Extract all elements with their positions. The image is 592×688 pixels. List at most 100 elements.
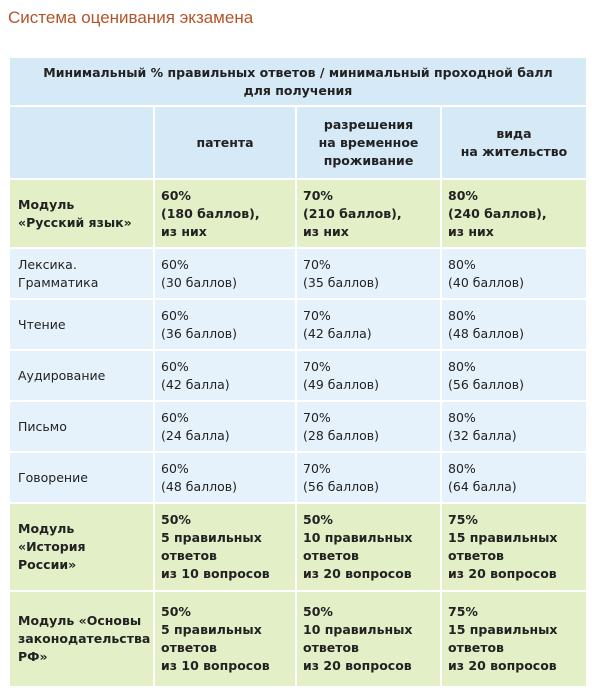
score-cell: 80% (32 балла) — [440, 400, 588, 453]
column-header-line: проживание — [323, 152, 414, 168]
score-cell: 80% (40 баллов) — [440, 247, 588, 300]
score-line: из 20 вопросов — [303, 658, 412, 673]
score-line: 80% — [448, 256, 476, 272]
score-cell: 50% 10 правильных ответов из 20 вопросов — [295, 502, 442, 592]
score-line: (48 баллов) — [448, 325, 524, 341]
score-cell: 60% (42 балла) — [153, 349, 297, 402]
caption-cell: Минимальный % правильных ответов / миним… — [8, 56, 588, 107]
score-line: (35 баллов) — [303, 274, 379, 290]
score-line: 75% — [448, 512, 478, 527]
score-line: 60% — [161, 358, 189, 374]
score-cell: 50% 10 правильных ответов из 20 вопросов — [295, 590, 442, 688]
module-row: Модуль «История России» 50% 5 правильных отв… — [8, 502, 588, 592]
score-line: (49 баллов) — [303, 376, 379, 392]
score-line: из 20 вопросов — [303, 566, 412, 581]
score-cell: 50% 5 правильных ответов из 10 вопросов — [153, 590, 297, 688]
score-line: (48 баллов) — [161, 478, 237, 494]
score-line: (180 баллов), — [161, 205, 260, 221]
score-line: 60% — [161, 187, 191, 203]
score-line: ответов — [161, 640, 217, 655]
column-header-row: патента разрешения на временное проживание в… — [8, 105, 588, 180]
score-line: (210 баллов), — [303, 205, 402, 221]
section-row: Письмо 60% (24 балла) 70% (28 баллов) 80% (32 … — [8, 400, 588, 453]
score-line: 80% — [448, 409, 476, 425]
score-line: 50% — [161, 512, 191, 527]
score-line: из них — [303, 223, 349, 239]
score-line: из 10 вопросов — [161, 566, 270, 581]
row-label-line: «История России» — [18, 539, 86, 572]
section-row: Аудирование 60% (42 балла) 70% (49 баллов) 80… — [8, 349, 588, 402]
row-label-line: Лексика. Грамматика — [18, 256, 99, 290]
score-line: 15 правильных — [448, 530, 558, 545]
score-line: 60% — [161, 256, 189, 272]
score-line: 70% — [303, 187, 333, 203]
row-label-line: РФ» — [18, 649, 48, 664]
row-label-line: Модуль «Основы — [18, 613, 142, 628]
row-label-line: Письмо — [18, 418, 67, 434]
row-label-line: Модуль — [18, 196, 75, 212]
score-cell: 70% (56 баллов) — [295, 451, 442, 504]
score-line: 70% — [303, 256, 331, 272]
score-line: (40 баллов) — [448, 274, 524, 290]
score-cell: 70% (28 баллов) — [295, 400, 442, 453]
score-cell: 60% (36 баллов) — [153, 298, 297, 351]
score-line: (42 балла) — [303, 325, 372, 341]
score-line: (240 баллов), — [448, 205, 547, 221]
score-line: (56 баллов) — [448, 376, 524, 392]
score-line: (32 балла) — [448, 427, 517, 443]
score-line: (42 балла) — [161, 376, 230, 392]
score-cell: 50% 5 правильных ответов из 10 вопросов — [153, 502, 297, 592]
score-cell: 70% (210 баллов), из них — [295, 178, 442, 249]
score-line: (24 балла) — [161, 427, 230, 443]
score-line: ответов — [161, 548, 217, 563]
score-line: (28 баллов) — [303, 427, 379, 443]
grading-table: Минимальный % правильных ответов / миним… — [8, 56, 588, 688]
score-line: 75% — [448, 604, 478, 619]
score-line: из 20 вопросов — [448, 566, 557, 581]
corner-cell — [8, 105, 155, 180]
score-line: 10 правильных — [303, 530, 413, 545]
score-line: ответов — [448, 640, 504, 655]
score-cell: 80% (240 баллов), из них — [440, 178, 588, 249]
score-line: 70% — [303, 409, 331, 425]
module-row: Модуль «Русский язык» 60% (180 баллов), из н… — [8, 178, 588, 249]
section-row: Говорение 60% (48 баллов) 70% (56 баллов) 80%… — [8, 451, 588, 504]
column-header-line: патента — [196, 134, 254, 150]
row-label-line: законодательства — [18, 631, 151, 646]
row-label-line: Говорение — [18, 469, 88, 485]
score-cell: 80% (48 баллов) — [440, 298, 588, 351]
score-line: 60% — [161, 460, 189, 476]
score-line: 80% — [448, 358, 476, 374]
caption-line: Минимальный % правильных ответов / миним… — [43, 64, 553, 80]
row-label: Письмо — [8, 400, 155, 453]
score-line: (36 баллов) — [161, 325, 237, 341]
score-line: 70% — [303, 307, 331, 323]
column-header-line: на временное — [318, 134, 419, 150]
score-cell: 60% (48 баллов) — [153, 451, 297, 504]
section-row: Лексика. Грамматика 60% (30 баллов) 70% (35 … — [8, 247, 588, 300]
row-label: Модуль «История России» — [8, 502, 155, 592]
row-label-line: Аудирование — [18, 367, 106, 383]
score-cell: 80% (56 баллов) — [440, 349, 588, 402]
score-line: из них — [161, 223, 207, 239]
column-header-line: разрешения — [323, 116, 414, 132]
column-header-line: вида — [496, 125, 532, 141]
score-cell: 80% (64 балла) — [440, 451, 588, 504]
score-line: 60% — [161, 307, 189, 323]
row-label: Чтение — [8, 298, 155, 351]
score-line: 50% — [303, 512, 333, 527]
score-cell: 75% 15 правильных ответов из 20 вопросов — [440, 502, 588, 592]
row-label: Модуль «Русский язык» — [8, 178, 155, 249]
row-label: Лексика. Грамматика — [8, 247, 155, 300]
score-cell: 60% (24 балла) — [153, 400, 297, 453]
page-title: Система оценивания экзамена — [8, 8, 254, 27]
row-label-line: «Русский язык» — [18, 214, 132, 230]
score-line: 80% — [448, 187, 478, 203]
score-line: 5 правильных — [161, 530, 262, 545]
score-line: 15 правильных — [448, 622, 558, 637]
column-header: вида на жительство — [440, 105, 588, 180]
score-line: 70% — [303, 358, 331, 374]
score-line: 50% — [303, 604, 333, 619]
score-line: 60% — [161, 409, 189, 425]
